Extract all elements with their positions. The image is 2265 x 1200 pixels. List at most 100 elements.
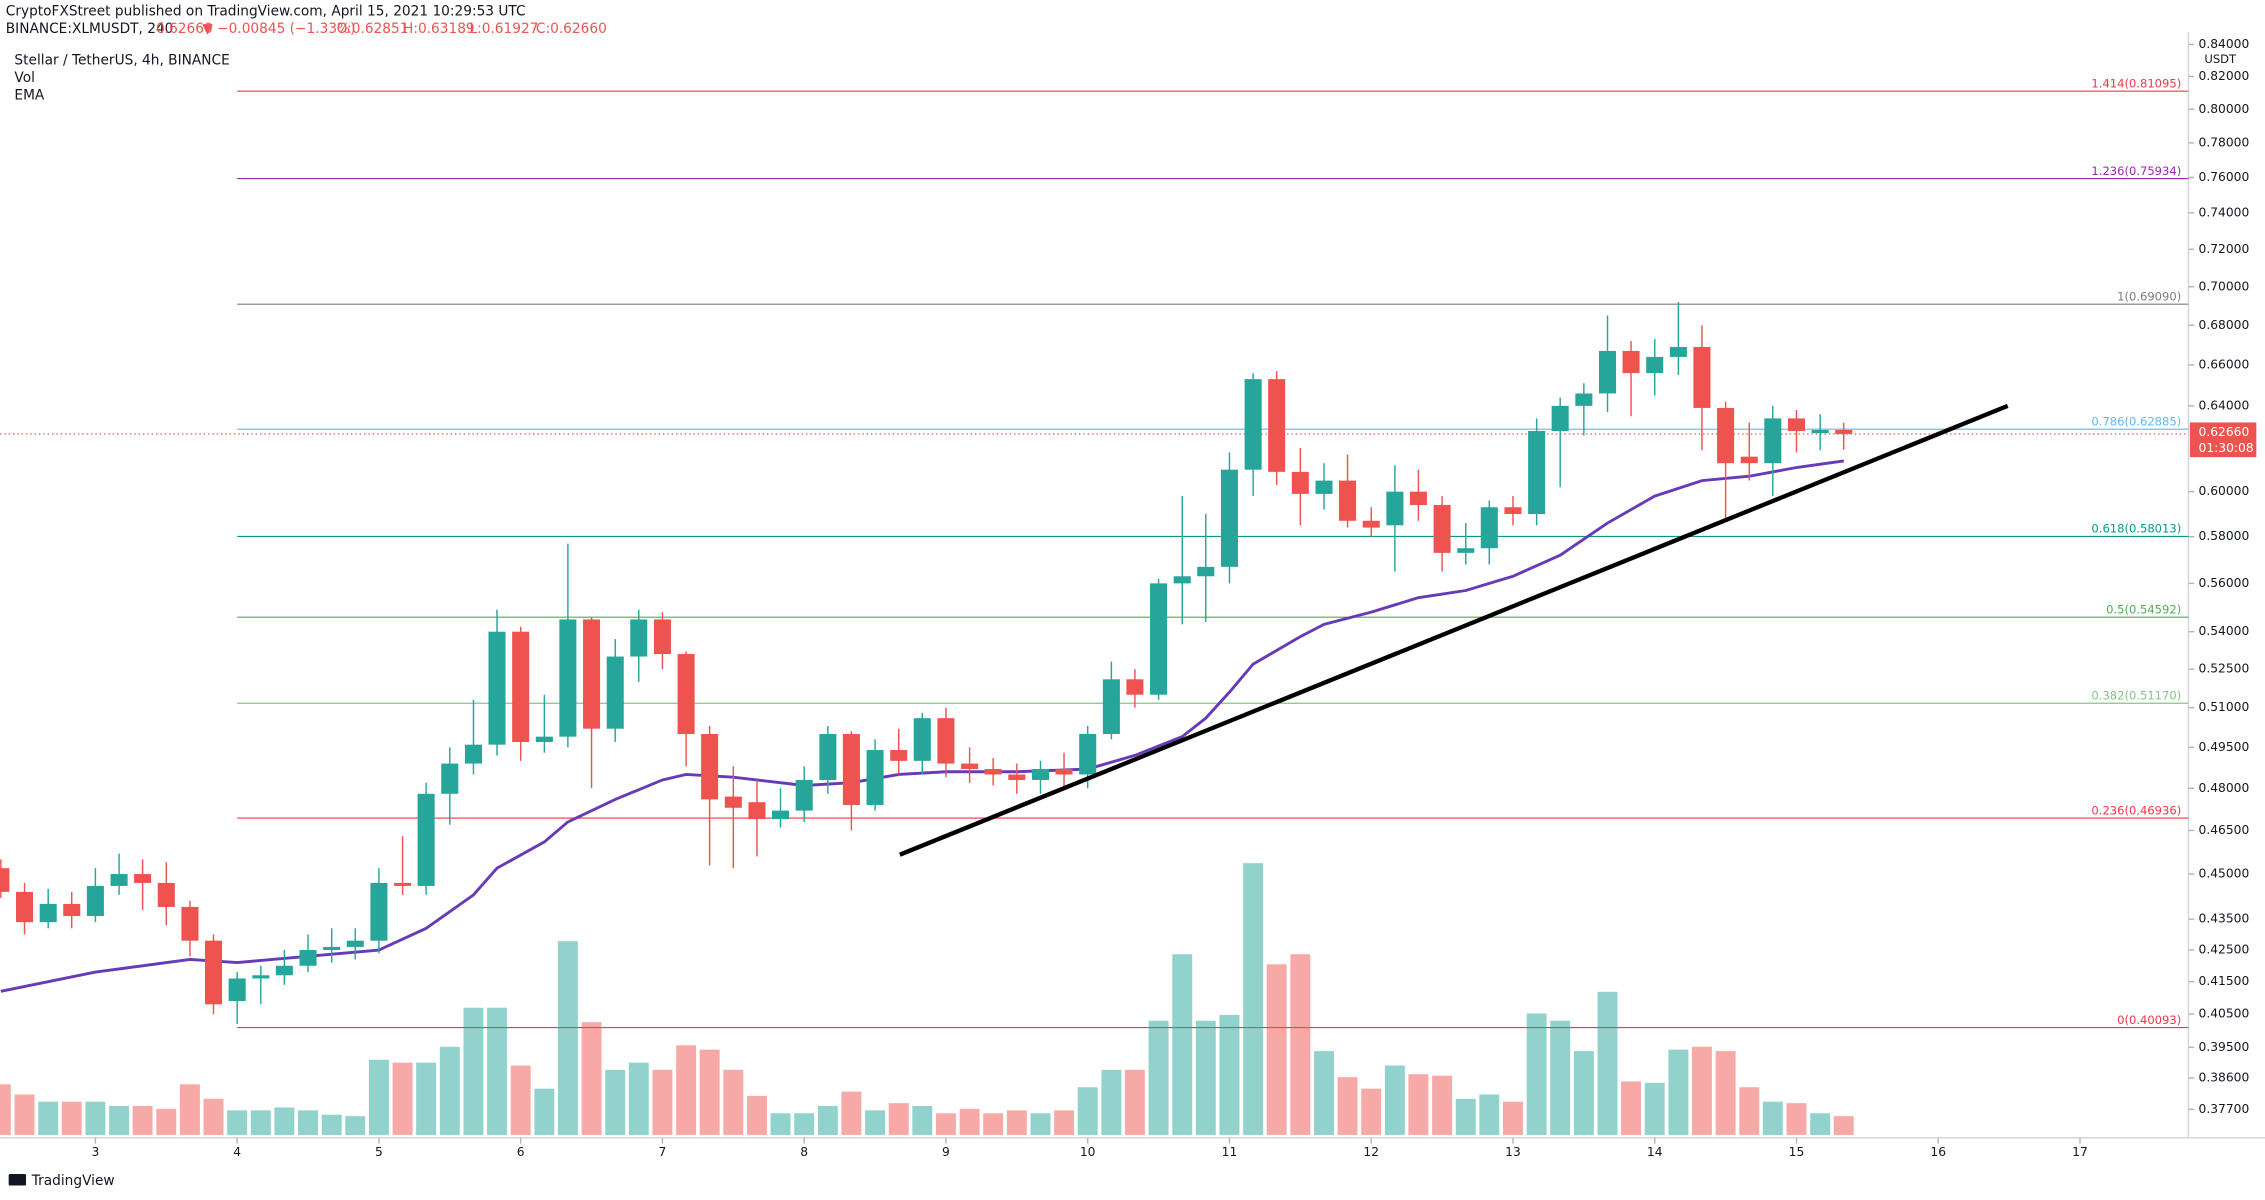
fib-label: 0.786(0.62885) [2091, 414, 2181, 428]
candle-body [1102, 679, 1120, 734]
volume-bar [1455, 1098, 1476, 1135]
legend-volume: Vol [14, 70, 35, 86]
candle-body [228, 978, 246, 1002]
candle-body [63, 903, 81, 917]
candle-body [323, 946, 341, 951]
candle-body [1126, 679, 1144, 695]
volume-bar [605, 1069, 626, 1135]
candle-body [252, 975, 270, 979]
candle-body [677, 654, 695, 734]
y-tick-label: 0.39500 [2199, 1040, 2250, 1054]
volume-bar [345, 1116, 366, 1135]
volume-bar [85, 1101, 106, 1135]
volume-bar [487, 1007, 507, 1135]
candle-body [842, 733, 860, 805]
change: ▼ −0.00845 (−1.33%) [202, 21, 355, 37]
volume-bar [959, 1108, 980, 1135]
x-tick-label: 9 [942, 1145, 950, 1159]
volume-bar [203, 1098, 224, 1135]
x-tick-label: 12 [1363, 1145, 1379, 1159]
volume-bar [1715, 1051, 1736, 1135]
x-tick-label: 3 [91, 1145, 99, 1159]
candle-body [1339, 480, 1357, 521]
ohlc-open: O:0.62851 [337, 21, 409, 37]
y-tick-label: 0.70000 [2199, 279, 2250, 293]
candle-body [606, 656, 624, 729]
y-tick-label: 0.41500 [2199, 974, 2250, 988]
candle-body [630, 619, 648, 657]
volume-bar [1148, 1020, 1169, 1135]
volume-bar [1810, 1113, 1831, 1135]
volume-bar [38, 1101, 59, 1135]
candle-body [583, 619, 601, 729]
candle-body [1646, 356, 1664, 374]
candle-body [1835, 429, 1853, 434]
x-tick-label: 5 [375, 1145, 383, 1159]
candle-body [1197, 566, 1215, 577]
volume-bar [1550, 1020, 1571, 1135]
candle-body [39, 903, 57, 923]
volume-bar [888, 1103, 909, 1135]
volume-bar [1337, 1077, 1358, 1135]
volume-bar [109, 1106, 130, 1135]
candle-body [1268, 379, 1286, 472]
candle-body [1811, 429, 1829, 434]
candle-body [417, 793, 435, 886]
volume-bar [1408, 1074, 1429, 1135]
y-tick-label: 0.49500 [2199, 740, 2250, 754]
volume-bar [1479, 1094, 1500, 1135]
x-tick-label: 8 [800, 1145, 808, 1159]
candle-body [1622, 350, 1640, 374]
candle-body [748, 802, 766, 820]
y-tick-label: 0.43500 [2199, 912, 2250, 926]
candle-body [1457, 548, 1475, 553]
candle-body [1480, 507, 1498, 549]
y-tick-label: 0.52500 [2199, 662, 2250, 676]
trendline [899, 403, 2009, 857]
volume-bar [581, 1022, 602, 1135]
candle-body [110, 874, 128, 886]
y-tick-label: 0.82000 [2199, 69, 2250, 83]
candle-body [512, 631, 530, 742]
symbol: BINANCE:XLMUSDT, 240 [6, 21, 174, 37]
y-tick-label: 0.42500 [2199, 943, 2250, 957]
volume-bar [1833, 1116, 1854, 1135]
volume-bar [1526, 1013, 1547, 1135]
volume-bar [463, 1007, 484, 1135]
candle-body [535, 736, 553, 742]
volume-bar [747, 1095, 767, 1135]
ohlc-low: L:0.61927 [469, 21, 538, 37]
publisher: CryptoFXStreet published on TradingView.… [6, 4, 526, 20]
candle-body [134, 874, 152, 883]
candle-body [1244, 379, 1262, 470]
volume-bar [1432, 1075, 1453, 1135]
candle-body [1409, 491, 1427, 506]
x-tick-label: 16 [1930, 1145, 1946, 1159]
candle-body [1315, 480, 1333, 494]
y-tick-label: 0.48000 [2199, 781, 2250, 795]
ohlc-high: H:0.63189 [403, 21, 475, 37]
candle-body [488, 631, 506, 745]
candle-body [701, 733, 719, 800]
volume-bar [298, 1110, 319, 1135]
candle-body [441, 763, 459, 794]
volume-bar [1243, 863, 1264, 1135]
y-tick-label: 0.54000 [2199, 624, 2250, 638]
y-tick-label: 0.68000 [2199, 318, 2250, 332]
y-tick-label: 0.45000 [2199, 867, 2250, 881]
x-tick-label: 17 [2072, 1145, 2088, 1159]
y-tick-label: 0.40500 [2199, 1007, 2250, 1021]
volume-bar [368, 1059, 389, 1135]
volume-bar [1077, 1087, 1098, 1135]
volume-bar [510, 1065, 531, 1135]
volume-bar [1503, 1101, 1523, 1135]
candle-body [771, 810, 790, 820]
y-tick-label: 0.66000 [2199, 357, 2250, 371]
candle-body [1669, 346, 1687, 357]
candle-body [890, 750, 908, 761]
x-tick-label: 10 [1080, 1145, 1096, 1159]
candle-body [204, 940, 223, 1005]
volume-bar [132, 1106, 153, 1135]
volume-bar [676, 1045, 697, 1135]
